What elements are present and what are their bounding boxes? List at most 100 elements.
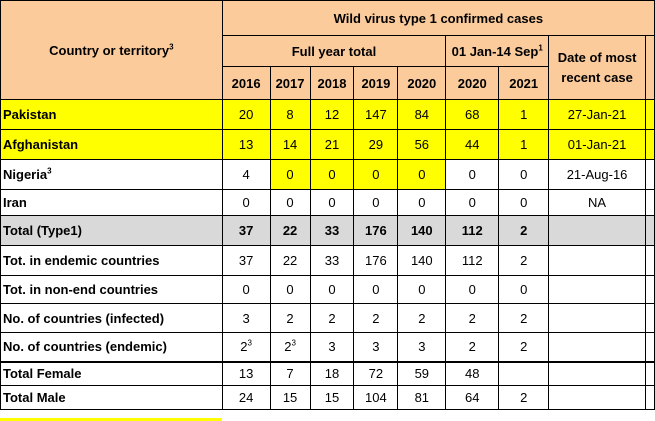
value-cell: 0 [397,159,447,190]
value-cell: 2 [269,303,311,333]
extra-cell [644,245,655,276]
value-cell: 33 [309,245,355,276]
value-cell: 24 [221,385,271,410]
value-cell: 2 [445,303,500,333]
value-cell: 37 [221,215,271,246]
row-label: No. of countries (infected) [0,303,223,333]
date-cell [548,360,646,386]
wild-virus-title: Wild virus type 1 confirmed cases [221,0,655,36]
date-cell [548,275,646,304]
country-column-header: Country or territory3 [0,0,223,100]
value-cell: 0 [309,275,355,304]
row-label: Tot. in endemic countries [0,245,223,276]
value-cell: 176 [353,245,399,276]
table-row: Tot. in non-end countries 0 0 0 0 0 0 0 [0,275,655,304]
value-cell: 4 [221,159,271,190]
value-cell: 0 [353,275,399,304]
value-cell: 2 [397,303,447,333]
value-cell: 0 [221,275,271,304]
value-cell: 18 [309,360,355,386]
value-cell: 2 [498,385,550,410]
row-label: Tot. in non-end countries [0,275,223,304]
row-label: Afghanistan [0,129,223,160]
table-row: Total Male 24 15 15 104 81 64 2 [0,385,655,410]
value-cell: 2 [309,303,355,333]
value-cell: 56 [397,129,447,160]
value-cell: 0 [269,189,311,216]
extra-cell [644,129,655,160]
date-recent-header: Date of most recent case [548,35,646,100]
value-cell: 72 [353,360,399,386]
value-cell: 15 [269,385,311,410]
row-label: Pakistan [0,99,223,130]
extra-cell [644,99,655,130]
value-cell: 0 [397,275,447,304]
value-cell: 64 [445,385,500,410]
value-cell: 22 [269,245,311,276]
value-cell: 140 [397,215,447,246]
table-row: No. of countries (endemic) 23 23 3 3 3 2 2 [0,332,655,362]
date-cell: 21-Aug-16 [548,159,646,190]
table-row: Afghanistan 13 14 21 29 56 44 1 01-Jan-21 [0,129,655,160]
value-cell: 0 [309,189,355,216]
value-cell: 59 [397,360,447,386]
year-header: 2020 [397,66,447,100]
year-header: 2020 [445,66,500,100]
year-header: 2019 [353,66,399,100]
year-header: 2017 [269,66,311,100]
value-cell: 0 [445,189,500,216]
value-cell: 68 [445,99,500,130]
value-cell: 15 [309,385,355,410]
table-row: Tot. in endemic countries 37 22 33 176 140 112… [0,245,655,276]
value-cell: 48 [445,360,500,386]
extra-column-header [644,35,655,100]
value-cell: 13 [221,360,271,386]
value-cell: 0 [309,159,355,190]
value-cell: 44 [445,129,500,160]
table-row: Iran 0 0 0 0 0 0 0 NA [0,189,655,216]
value-cell: 22 [269,215,311,246]
value-cell: 20 [221,99,271,130]
table-row: Total (Type1) 37 22 33 176 140 112 2 [0,215,655,246]
value-cell: 3 [397,332,447,362]
table-row: Nigeria3 4 0 0 0 0 0 0 21-Aug-16 [0,159,655,190]
value-cell: 0 [445,159,500,190]
yellow-strip [0,418,222,421]
table-row: Pakistan 20 8 12 147 84 68 1 27-Jan-21 [0,99,655,130]
value-cell: 8 [269,99,311,130]
value-cell: 112 [445,245,500,276]
value-cell: 37 [221,245,271,276]
extra-cell [644,189,655,216]
value-cell: 3 [221,303,271,333]
value-cell: 1 [498,99,550,130]
polio-cases-table: Country or territory3 Wild virus type 1 … [0,0,655,410]
value-cell: 2 [498,245,550,276]
date-cell [548,332,646,362]
date-cell [548,303,646,333]
value-cell: 14 [269,129,311,160]
row-label: Iran [0,189,223,216]
row-label: Total Female [0,360,223,386]
date-cell: NA [548,189,646,216]
value-cell [498,360,550,386]
value-cell: 12 [309,99,355,130]
value-cell: 2 [498,332,550,362]
value-cell: 84 [397,99,447,130]
value-cell: 23 [221,332,271,362]
value-cell: 0 [221,189,271,216]
value-cell: 0 [269,275,311,304]
extra-cell [644,159,655,190]
date-cell: 01-Jan-21 [548,129,646,160]
value-cell: 21 [309,129,355,160]
extra-cell [644,303,655,333]
value-cell: 147 [353,99,399,130]
value-cell: 2 [445,332,500,362]
year-header: 2016 [221,66,271,100]
extra-cell [644,275,655,304]
value-cell: 33 [309,215,355,246]
value-cell: 104 [353,385,399,410]
value-cell: 2 [498,303,550,333]
period-header: 01 Jan-14 Sep1 [445,35,550,67]
row-label: No. of countries (endemic) [0,332,223,362]
value-cell: 3 [309,332,355,362]
